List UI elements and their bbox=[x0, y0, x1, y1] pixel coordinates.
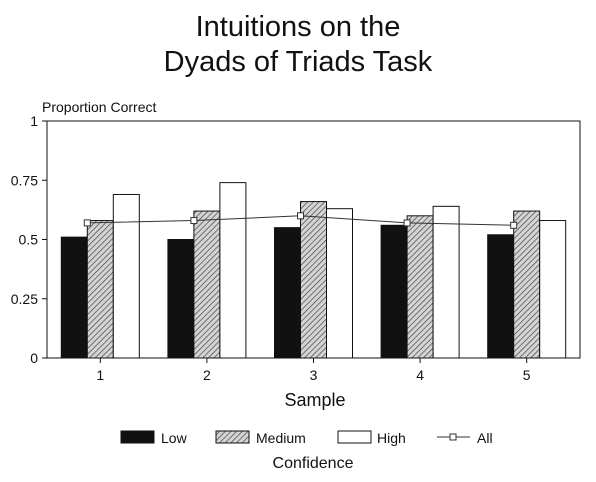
bar-high bbox=[539, 220, 567, 359]
bars bbox=[60, 182, 567, 359]
legend-label-all: All bbox=[477, 430, 493, 446]
marker-all bbox=[297, 212, 304, 220]
legend-marker-all bbox=[449, 433, 457, 441]
chart-title-line-2: Dyads of Triads Task bbox=[164, 46, 433, 78]
y-tick-label: 0 bbox=[30, 350, 38, 366]
bar-low bbox=[60, 236, 88, 359]
bar-medium bbox=[513, 210, 541, 359]
y-tick-label: 0.75 bbox=[11, 172, 38, 188]
y-tick-label: 1 bbox=[30, 113, 38, 129]
legend-label-low: Low bbox=[161, 430, 188, 446]
bar-low bbox=[487, 234, 515, 359]
bar-high bbox=[112, 193, 140, 359]
x-axis-label: Sample bbox=[284, 390, 345, 410]
marker-all bbox=[83, 219, 91, 227]
y-tick-label: 0.5 bbox=[19, 232, 39, 248]
legend-swatch-high bbox=[337, 430, 372, 444]
x-tick-label: 2 bbox=[203, 367, 211, 383]
bar-low bbox=[274, 227, 301, 359]
bar-medium bbox=[300, 201, 327, 359]
bar-low bbox=[167, 239, 195, 359]
legend: Low Medium High All Confidence bbox=[120, 430, 493, 472]
y-axis-label: Proportion Correct bbox=[42, 99, 156, 115]
legend-label-medium: Medium bbox=[256, 430, 306, 446]
x-tick-label: 5 bbox=[523, 367, 531, 383]
marker-all bbox=[510, 221, 518, 229]
legend-title: Confidence bbox=[273, 455, 354, 472]
bar-high bbox=[326, 208, 353, 359]
legend-swatch-low bbox=[120, 430, 155, 444]
x-tick-label: 3 bbox=[310, 367, 318, 383]
x-tick-label: 4 bbox=[416, 367, 424, 383]
y-tick-label: 0.25 bbox=[11, 291, 38, 307]
legend-label-high: High bbox=[377, 430, 406, 446]
legend-swatch-medium bbox=[215, 430, 250, 444]
marker-all bbox=[403, 219, 411, 227]
bar-low bbox=[380, 224, 408, 359]
bar-medium bbox=[406, 215, 434, 359]
bar-medium bbox=[193, 210, 221, 359]
marker-all bbox=[190, 217, 198, 225]
bar-high bbox=[432, 205, 460, 359]
all-series bbox=[83, 212, 518, 229]
bar-high bbox=[219, 182, 247, 359]
x-tick-label: 1 bbox=[96, 367, 104, 383]
y-ticks: 0 0.25 0.5 0.75 1 bbox=[11, 113, 47, 366]
x-ticks: 1 2 3 4 5 bbox=[96, 358, 531, 383]
bar-medium bbox=[86, 220, 114, 359]
chart-title-line-1: Intuitions on the bbox=[196, 11, 401, 43]
